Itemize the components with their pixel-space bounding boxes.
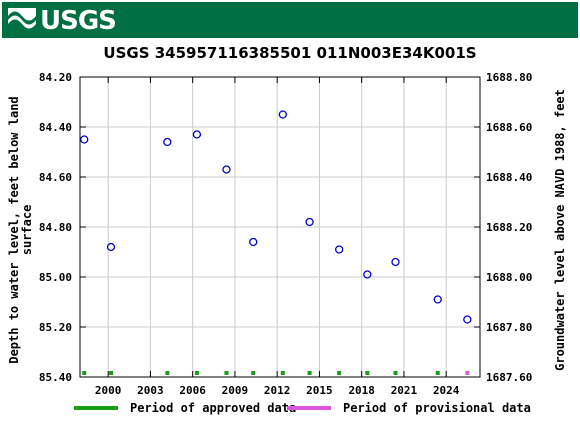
y-tick-label: 84.20: [39, 71, 72, 84]
approval-mark: [165, 371, 170, 375]
usgs-banner: USGS: [2, 2, 578, 38]
approval-mark: [307, 371, 312, 375]
approval-mark: [224, 371, 229, 375]
approval-mark: [393, 371, 398, 375]
approval-mark: [465, 371, 470, 375]
data-point: [363, 270, 372, 279]
y2-axis-title: Groundwater level above NAVD 1988, feet: [553, 89, 567, 371]
approval-mark: [108, 371, 113, 375]
y-tick-label: 85.20: [39, 321, 72, 334]
x-tick-label: 2000: [95, 384, 122, 397]
x-tick-label: 2024: [433, 384, 460, 397]
y-tick-label: 85.00: [39, 271, 72, 284]
y-tick-label: 84.60: [39, 171, 72, 184]
approval-mark: [82, 371, 87, 375]
x-tick-label: 2015: [306, 384, 333, 397]
data-point: [163, 137, 172, 147]
chart-title: USGS 345957116385501 011N003E34K001S: [103, 44, 477, 62]
legend-item-approved: Period of approved data: [74, 401, 296, 415]
x-tick-label: 2003: [137, 384, 164, 397]
chart-ticks: 84.20 1688.80 84.40 1688.60 84.60 1688.40 84.8…: [39, 71, 532, 397]
usgs-wave-icon: [8, 8, 36, 34]
y2-tick-label: 1687.80: [486, 321, 532, 334]
data-point: [305, 217, 314, 227]
approval-mark: [194, 371, 199, 375]
usgs-logo-text: USGS: [40, 6, 117, 36]
data-point: [391, 257, 400, 267]
y-axis-title-line1: Depth to water level, feet below land: [7, 96, 21, 363]
y-axis-title-line2: surface: [20, 205, 34, 256]
approval-bar: [82, 371, 470, 375]
legend-label-approved: Period of approved data: [130, 401, 297, 415]
data-point: [192, 130, 202, 139]
approval-mark: [337, 371, 342, 375]
usgs-logo[interactable]: USGS: [8, 6, 117, 36]
y-tick-label: 84.80: [39, 221, 72, 234]
x-tick-label: 2012: [264, 384, 291, 397]
y-tick-label: 85.40: [39, 371, 72, 384]
legend-item-provisional: Period of provisional data: [287, 401, 531, 415]
y2-tick-label: 1688.00: [486, 271, 532, 284]
data-point: [106, 242, 116, 252]
data-point: [222, 165, 231, 174]
data-point: [80, 135, 89, 144]
data-point: [278, 110, 287, 119]
y2-tick-label: 1688.80: [486, 71, 532, 84]
x-tick-label: 2018: [348, 384, 375, 397]
legend-label-provisional: Period of provisional data: [343, 401, 531, 415]
data-points: [80, 110, 472, 324]
x-tick-label: 2006: [179, 384, 206, 397]
y2-tick-label: 1688.20: [486, 221, 532, 234]
legend-swatch-provisional: [287, 406, 331, 410]
chart-legend: Period of approved data Period of provis…: [0, 401, 580, 419]
legend-swatch-approved: [74, 406, 118, 410]
x-tick-label: 2009: [222, 384, 249, 397]
data-point: [463, 315, 472, 324]
data-point: [335, 245, 344, 254]
y-tick-label: 84.40: [39, 121, 72, 134]
y2-tick-label: 1688.60: [486, 121, 532, 134]
y2-tick-label: 1687.60: [486, 371, 532, 384]
approval-mark: [435, 371, 440, 375]
data-point: [433, 295, 442, 304]
approval-mark: [365, 371, 370, 375]
approval-mark: [280, 371, 285, 375]
y2-tick-label: 1688.40: [486, 171, 532, 184]
chart-grid: [80, 76, 480, 378]
x-tick-label: 2021: [391, 384, 418, 397]
data-point: [249, 237, 258, 247]
approval-mark: [251, 371, 256, 375]
